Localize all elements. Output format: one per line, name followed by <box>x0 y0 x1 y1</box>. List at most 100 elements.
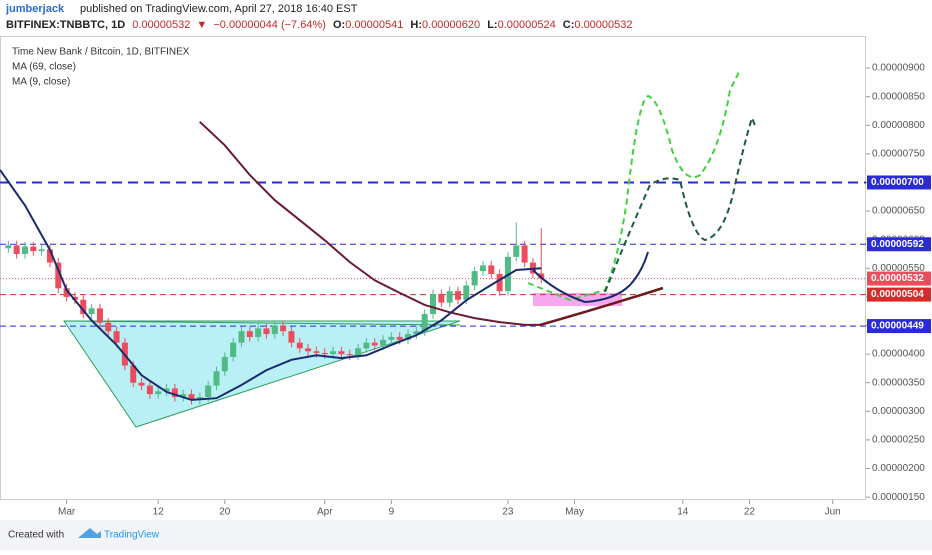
candle-body <box>55 262 62 289</box>
h-label: H: <box>410 19 422 31</box>
candle-body <box>280 325 287 332</box>
candle-body <box>305 348 312 352</box>
candle-body <box>163 388 170 392</box>
drawings <box>63 293 622 428</box>
price-label: 0.00000532 <box>871 273 924 284</box>
candle-body <box>380 339 387 346</box>
price-label: 0.00000592 <box>871 239 924 250</box>
c: 0.00000532 <box>574 19 632 31</box>
x-tick-label: Jun <box>825 507 841 518</box>
x-tick-label: Apr <box>317 507 333 518</box>
candle-body <box>71 296 78 300</box>
candle-body <box>538 273 545 279</box>
created-with: Created with <box>8 530 64 541</box>
candle-body <box>496 274 503 292</box>
candle-body <box>371 342 378 346</box>
change: −0.00000044 (−7.64%) <box>213 19 326 31</box>
projection-light <box>527 69 741 302</box>
price-label-box <box>867 271 931 286</box>
candle-body <box>321 352 328 355</box>
candle-body <box>171 388 178 398</box>
legend-entry: MA (9, close) <box>12 77 70 88</box>
drawn-curve <box>532 251 649 304</box>
x-tick-label: May <box>565 507 584 518</box>
ohlc-line: BITFINEX:TNBBTC, 1D 0.00000532 ▼ −0.0000… <box>6 19 633 31</box>
projections <box>527 69 757 327</box>
l: 0.00000524 <box>498 19 556 31</box>
candle-body <box>205 385 212 398</box>
price: 0.00000532 <box>132 19 190 31</box>
drawn-curve <box>539 286 664 327</box>
brand[interactable]: TradingView <box>104 530 160 541</box>
h: 0.00000620 <box>422 19 480 31</box>
candle-body <box>5 245 12 249</box>
neckline <box>63 320 461 326</box>
candle-body <box>180 394 187 398</box>
price-label: 0.00000504 <box>871 289 924 300</box>
candle-body <box>454 291 461 300</box>
candle-body <box>479 265 486 272</box>
price-label: 0.00000449 <box>871 321 924 332</box>
y-tick-label: 0.00000800 <box>872 120 925 131</box>
candle-body <box>138 382 145 386</box>
candle-body <box>105 322 112 332</box>
price-label: 0.00000700 <box>871 177 924 188</box>
y-tick-label: 0.00000750 <box>872 149 925 160</box>
candle-body <box>246 331 253 337</box>
candle-body <box>146 385 153 395</box>
candle-body <box>155 391 162 395</box>
author[interactable]: jumberjack <box>5 3 65 15</box>
x-tick-label: 23 <box>502 507 514 518</box>
footer-bg <box>0 520 932 550</box>
candle-body <box>471 271 478 286</box>
candle-body <box>313 351 320 353</box>
candle-body <box>355 348 362 356</box>
y-tick-label: 0.00000200 <box>872 463 925 474</box>
candle-body <box>446 291 453 303</box>
o-label: O: <box>333 19 345 31</box>
y-tick-label: 0.00000400 <box>872 349 925 360</box>
y-tick-label: 0.00000300 <box>872 406 925 417</box>
y-tick-label: 0.00000550 <box>872 263 925 274</box>
candle-body <box>63 288 70 297</box>
projection-dark <box>604 115 757 293</box>
candle-body <box>488 265 495 275</box>
x-tick-label: Mar <box>58 507 76 518</box>
candle-body <box>21 246 28 254</box>
candle-body <box>430 294 436 315</box>
y-tick-label: 0.00000150 <box>872 492 925 503</box>
candle-body <box>46 249 53 263</box>
candle-body <box>263 328 270 335</box>
candle-body <box>96 308 103 323</box>
x-tick-label: 14 <box>677 507 689 518</box>
plot-frame <box>0 36 866 500</box>
candle-body <box>230 342 237 357</box>
y-tick-label: 0.00000900 <box>872 63 925 74</box>
c-label: C: <box>563 19 575 31</box>
published: published on TradingView.com, April 27, … <box>80 3 358 15</box>
x-tick-label: 22 <box>744 507 756 518</box>
y-tick-label: 0.00000850 <box>872 91 925 102</box>
candle-body <box>130 365 137 383</box>
x-tick-label: 9 <box>389 507 395 518</box>
x-tick-label: 12 <box>153 507 165 518</box>
candle-body <box>80 299 87 315</box>
candle-body <box>271 325 278 335</box>
y-tick-label: 0.00000350 <box>872 377 925 388</box>
candle-body <box>413 331 420 335</box>
o: 0.00000541 <box>345 19 403 31</box>
candle-body <box>438 294 445 303</box>
candle-body <box>346 354 353 356</box>
candle-body <box>405 334 412 340</box>
candle-body <box>388 336 395 340</box>
ma-line <box>0 169 542 401</box>
candle-body <box>38 249 45 252</box>
legend-entry: MA (69, close) <box>12 62 76 73</box>
logo[interactable] <box>78 528 101 538</box>
candle-body <box>330 351 337 355</box>
candle-body <box>521 245 528 263</box>
candle-body <box>221 356 228 372</box>
price-label-box <box>867 175 931 190</box>
